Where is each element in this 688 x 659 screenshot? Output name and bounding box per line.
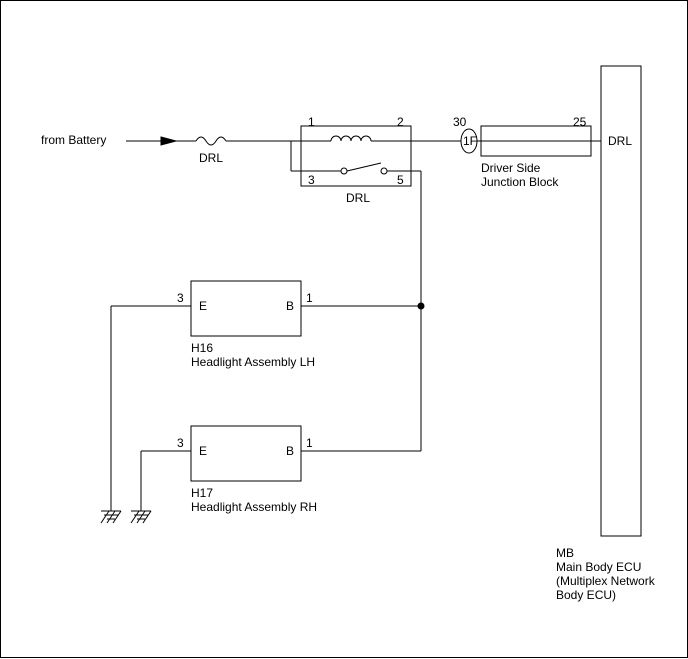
h16-label: H16 Headlight Assembly LH <box>191 341 315 369</box>
h17-label: H17 Headlight Assembly RH <box>191 486 317 514</box>
conn-25-label: 25 <box>573 115 586 129</box>
relay-pin1-label: 1 <box>308 115 315 129</box>
h16-b-label: B <box>286 299 294 313</box>
h17-pin1-label: 1 <box>306 436 313 450</box>
h16-pin3-label: 3 <box>177 291 184 305</box>
h17-pin3-label: 3 <box>177 436 184 450</box>
h17-b-label: B <box>286 444 294 458</box>
conn-1f-label: 1F <box>463 134 477 148</box>
relay-pin3-label: 3 <box>308 173 315 187</box>
relay-drl-label: DRL <box>346 191 370 205</box>
from-battery-label: from Battery <box>41 133 106 147</box>
jb-text-label: Driver Side Junction Block <box>481 161 558 189</box>
wiring-diagram: from Battery DRL 1 2 3 5 DRL 30 1F 25 DR… <box>0 0 688 658</box>
h17-e-label: E <box>199 444 207 458</box>
conn-30-label: 30 <box>453 115 466 129</box>
fuse-drl-label: DRL <box>199 151 223 165</box>
relay-pin5-label: 5 <box>397 173 404 187</box>
jb-drl-label: DRL <box>608 134 632 148</box>
h16-pin1-label: 1 <box>306 291 313 305</box>
h16-e-label: E <box>199 299 207 313</box>
mb-label: MB Main Body ECU (Multiplex Network Body… <box>556 546 655 602</box>
relay-pin2-label: 2 <box>397 115 404 129</box>
